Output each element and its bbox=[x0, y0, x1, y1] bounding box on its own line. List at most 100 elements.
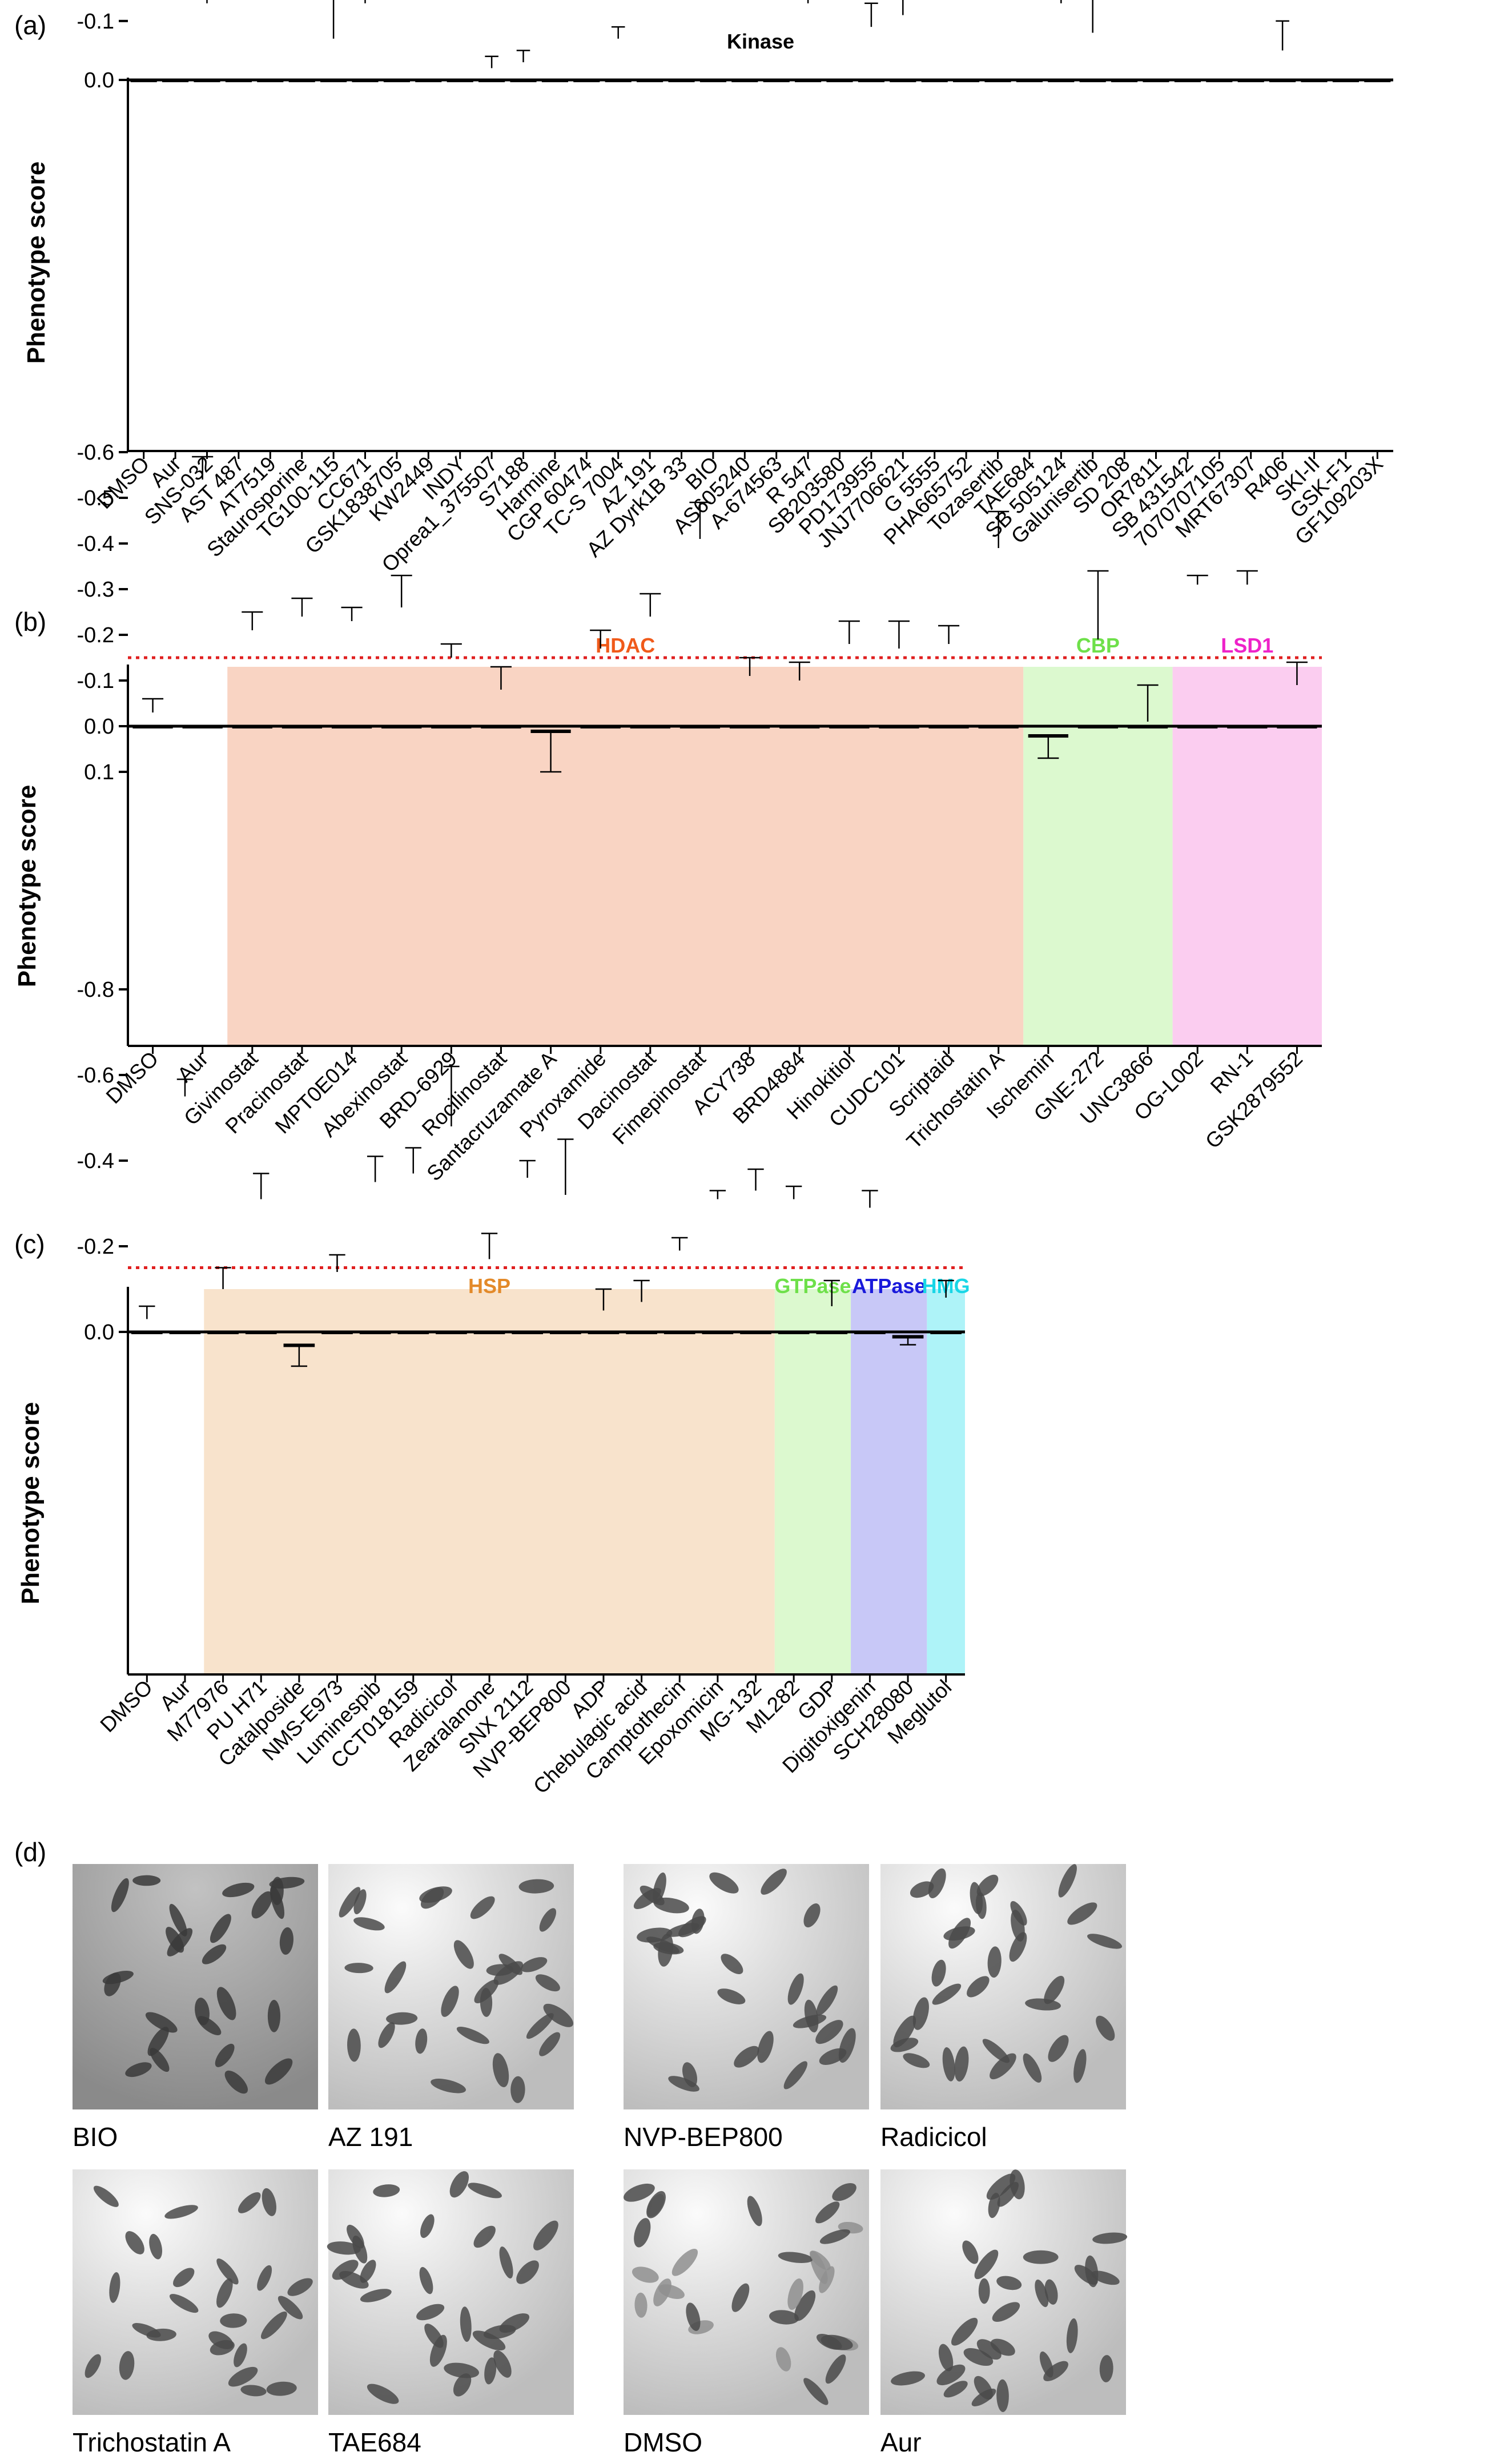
image-caption: TAE684 bbox=[328, 2427, 421, 2457]
cell-shape bbox=[264, 2058, 293, 2085]
cell-shape bbox=[93, 2185, 119, 2207]
cell-shape bbox=[810, 2250, 831, 2270]
cell-shape bbox=[216, 1987, 236, 2020]
cell-shape bbox=[228, 2366, 258, 2387]
cell-shape bbox=[499, 2313, 530, 2333]
cell-shape bbox=[453, 2373, 472, 2397]
y-tick-label: -0.6 bbox=[77, 1064, 114, 1088]
cell-shape bbox=[757, 2031, 774, 2063]
cell-shape bbox=[653, 1942, 684, 1955]
cell-shape bbox=[938, 2344, 954, 2372]
cell-shape bbox=[825, 2354, 846, 2384]
cell-shape bbox=[1044, 2279, 1058, 2305]
cell-shape bbox=[420, 1887, 444, 1909]
cell-shape bbox=[262, 2188, 277, 2216]
cell-shape bbox=[761, 1869, 787, 1895]
cell-shape bbox=[510, 2076, 525, 2103]
image-caption: NVP-BEP800 bbox=[624, 2122, 783, 2152]
image-tile-dmso: DMSO bbox=[624, 2169, 869, 2457]
cell-shape bbox=[803, 2378, 829, 2405]
cell-shape bbox=[1058, 1864, 1077, 1898]
group-band-hdac bbox=[227, 667, 1024, 1046]
group-label-atpase: ATPase bbox=[852, 1274, 926, 1298]
cell-shape bbox=[1066, 2318, 1078, 2353]
cell-shape bbox=[982, 2039, 1010, 2063]
cell-shape bbox=[472, 2330, 506, 2351]
cell-shape bbox=[132, 2323, 161, 2338]
cell-shape bbox=[150, 2048, 170, 2072]
cell-shape bbox=[460, 2306, 472, 2342]
cell-shape bbox=[1073, 2049, 1087, 2083]
cell-shape bbox=[202, 1944, 227, 1964]
cell-shape bbox=[775, 2347, 791, 2372]
y-tick-label: -0.6 bbox=[77, 441, 114, 465]
cell-shape bbox=[990, 2053, 1016, 2080]
cell-shape bbox=[709, 1872, 739, 1894]
cell-shape bbox=[420, 2214, 435, 2238]
cell-shape bbox=[149, 2233, 163, 2260]
cell-shape bbox=[353, 1889, 367, 1915]
cell-shape bbox=[646, 2191, 666, 2219]
cell-shape bbox=[521, 1957, 548, 1972]
cell-shape bbox=[815, 2201, 840, 2224]
cell-shape bbox=[353, 1917, 385, 1931]
cell-shape bbox=[415, 2028, 428, 2054]
panel-label-b: (b) bbox=[14, 607, 46, 637]
cell-shape bbox=[815, 2020, 843, 2044]
cell-shape bbox=[942, 2047, 955, 2081]
cell-shape bbox=[747, 2196, 762, 2227]
cell-shape bbox=[1011, 1910, 1025, 1942]
cell-shape bbox=[210, 1914, 231, 1943]
image-caption: AZ 191 bbox=[328, 2122, 413, 2152]
cell-shape bbox=[1096, 2015, 1115, 2041]
cell-shape bbox=[164, 2205, 198, 2219]
cell-shape bbox=[992, 2302, 1020, 2322]
x-tick-label: DMSO bbox=[95, 1676, 156, 1737]
cell-shape bbox=[279, 1927, 293, 1955]
cell-shape bbox=[453, 1940, 474, 1969]
cell-shape bbox=[267, 2000, 281, 2032]
image-tile-az-191: AZ 191 bbox=[328, 1864, 574, 2152]
cell-shape bbox=[951, 2317, 978, 2346]
cell-shape bbox=[468, 2183, 502, 2199]
image-tile-trichostatin-a: Trichostatin A bbox=[73, 2169, 318, 2457]
cell-shape bbox=[987, 1946, 1002, 1978]
cell-shape bbox=[234, 2343, 247, 2368]
cell-shape bbox=[111, 1878, 129, 1913]
cell-shape bbox=[216, 2258, 239, 2285]
group-label-hsp: HSP bbox=[468, 1274, 510, 1298]
cell-shape bbox=[493, 2350, 512, 2378]
cell-shape bbox=[360, 2260, 376, 2283]
cell-shape bbox=[444, 2362, 479, 2378]
chart-title: Kinase bbox=[727, 30, 794, 53]
group-band-hmg bbox=[927, 1289, 965, 1674]
cell-shape bbox=[954, 2046, 969, 2082]
cell-shape bbox=[1035, 2279, 1049, 2308]
cell-shape bbox=[378, 2022, 395, 2048]
cell-shape bbox=[132, 1875, 161, 1886]
cell-shape bbox=[287, 2278, 313, 2296]
cell-shape bbox=[1099, 2355, 1113, 2382]
cell-shape bbox=[260, 2311, 287, 2340]
cell-shape bbox=[936, 2364, 966, 2386]
cell-shape bbox=[224, 2070, 248, 2094]
cell-shape bbox=[492, 2053, 509, 2088]
cell-shape bbox=[976, 2339, 1002, 2360]
image-tile-nvp-bep800: NVP-BEP800 bbox=[624, 1864, 869, 2152]
image-tile-radicicol: Radicicol bbox=[880, 1864, 1126, 2152]
cell-shape bbox=[166, 1927, 184, 1953]
cell-shape bbox=[996, 2276, 1022, 2290]
image-tile-bio: BIO bbox=[73, 1864, 318, 2152]
cell-shape bbox=[634, 2292, 648, 2318]
cell-shape bbox=[682, 2062, 698, 2087]
cell-shape bbox=[1010, 2169, 1025, 2200]
panel-d-images: (d) BIO AZ 191 NVP-BEP800 Radicicol Trichosta… bbox=[14, 1837, 1128, 2457]
panel-label-c: (c) bbox=[14, 1229, 45, 1259]
group-band-cbp bbox=[1023, 667, 1173, 1046]
cell-shape bbox=[125, 2062, 152, 2078]
cell-shape bbox=[208, 2331, 234, 2349]
cell-shape bbox=[424, 2324, 444, 2348]
y-tick-label: -0.2 bbox=[77, 623, 114, 647]
y-tick-label: -0.2 bbox=[77, 1235, 114, 1259]
cell-shape bbox=[970, 1882, 983, 1914]
